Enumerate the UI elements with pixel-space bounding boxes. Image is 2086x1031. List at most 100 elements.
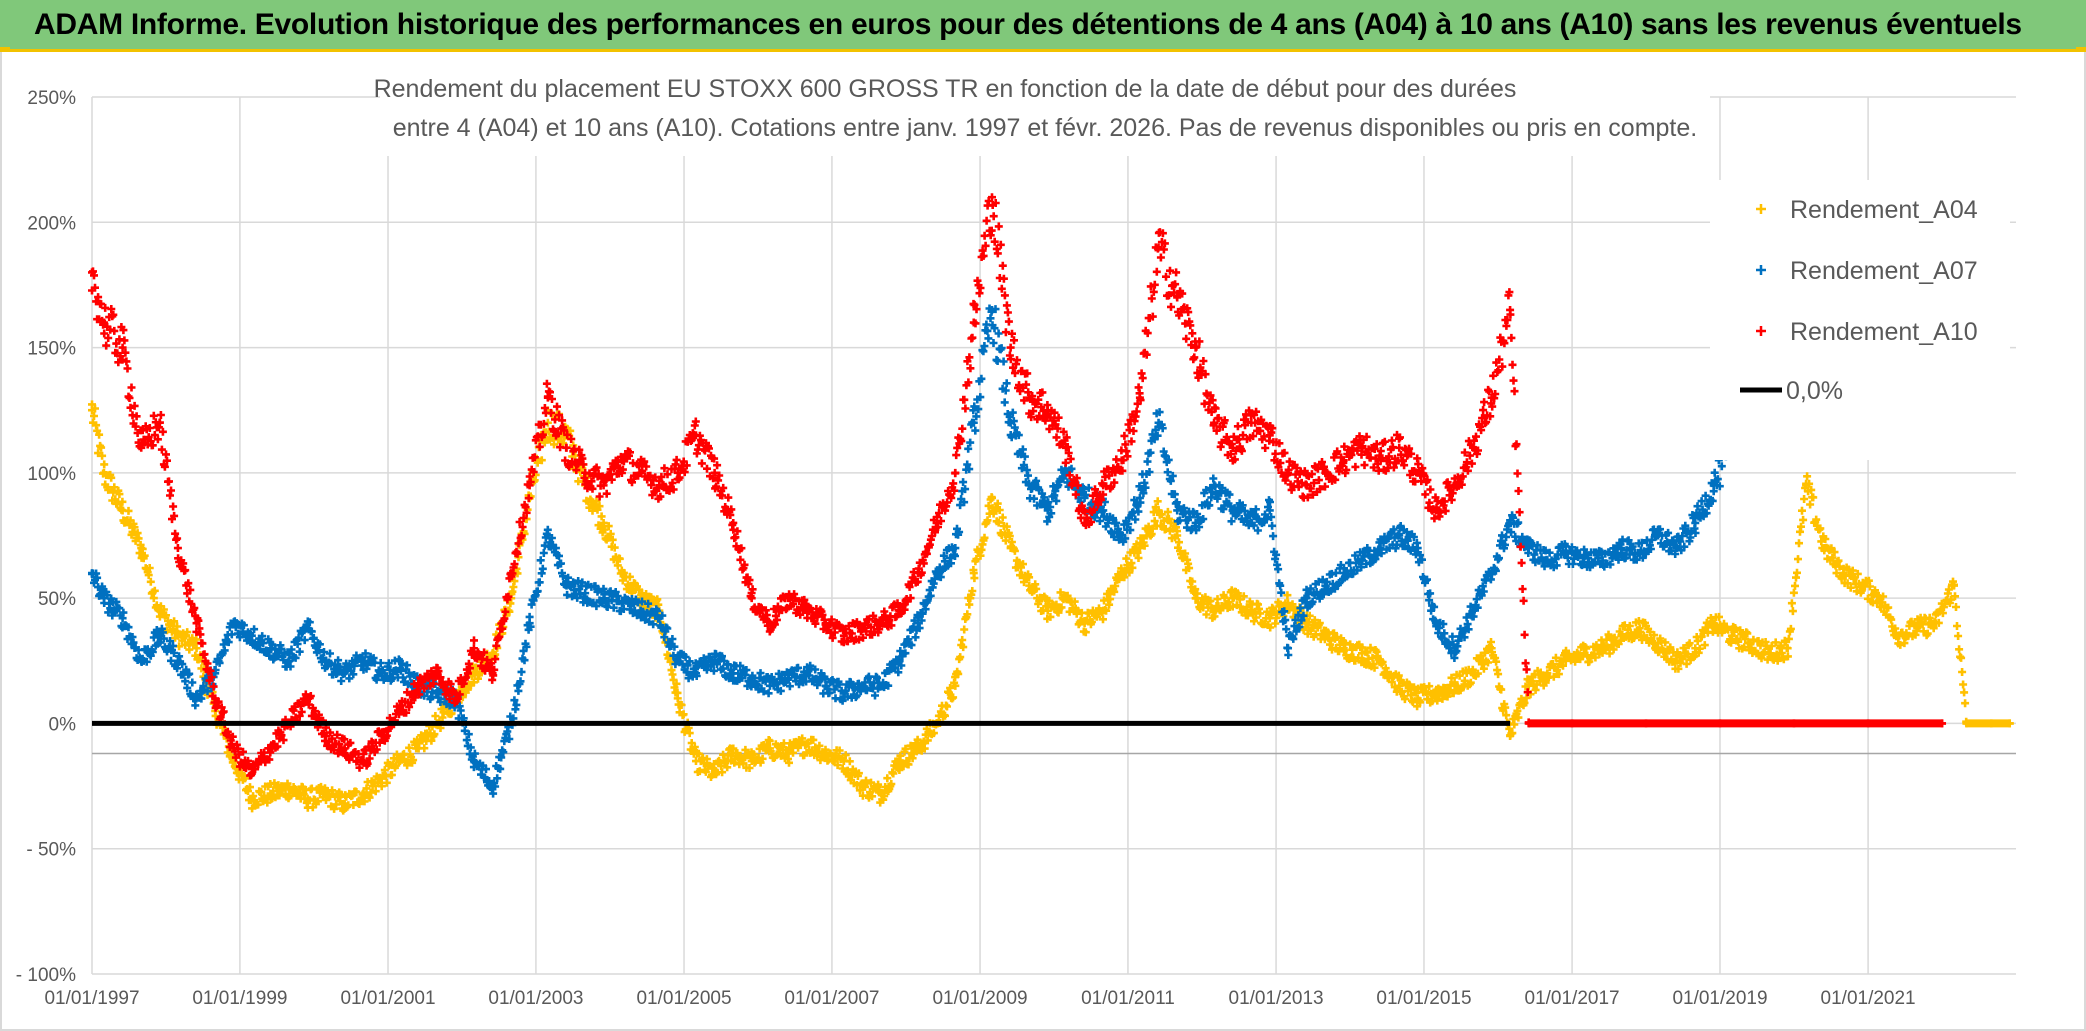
data-point [729, 518, 738, 527]
data-point [1284, 599, 1293, 608]
data-point [395, 664, 404, 673]
data-point [2005, 719, 2014, 728]
data-point [99, 318, 108, 327]
data-point [507, 569, 516, 578]
data-point [285, 784, 294, 793]
data-point [562, 581, 571, 590]
data-point [1099, 606, 1108, 615]
data-point [1413, 468, 1422, 477]
data-point [1099, 506, 1108, 515]
data-point [969, 318, 978, 327]
x-tick-label: 01/01/2013 [1229, 988, 1324, 1009]
data-point [192, 644, 201, 653]
x-tick-label: 01/01/2015 [1376, 988, 1471, 1009]
y-tick-label: - 50% [26, 840, 76, 861]
data-point [247, 769, 256, 778]
y-tick-label: 0% [49, 714, 77, 735]
data-point [877, 619, 886, 628]
data-point [765, 744, 774, 753]
data-point [1413, 694, 1422, 703]
data-point [858, 782, 867, 791]
data-point [1635, 549, 1644, 558]
data-point [1783, 644, 1792, 653]
data-point [1135, 493, 1144, 502]
data-point [137, 443, 146, 452]
data-point [673, 656, 682, 665]
data-point [1080, 493, 1089, 502]
data-point [969, 418, 978, 427]
data-point [469, 757, 478, 766]
data-point [1561, 549, 1570, 558]
data-point [1598, 644, 1607, 653]
data-point [1247, 518, 1256, 527]
data-point [1876, 594, 1885, 603]
data-point [192, 694, 201, 703]
data-point [1931, 619, 1940, 628]
series-Rendement_A04 [88, 400, 2014, 815]
data-point [1431, 619, 1440, 628]
data-point [99, 594, 108, 603]
data-point [618, 456, 627, 465]
data-marker [88, 197, 1946, 780]
data-point [1117, 456, 1126, 465]
data-point [1524, 719, 1533, 728]
data-point [932, 569, 941, 578]
legend-label: Rendement_A04 [1790, 196, 1978, 224]
series-Rendement_A10 [88, 193, 1947, 780]
data-point [359, 757, 368, 766]
data-point [1950, 581, 1958, 590]
data-point [784, 674, 793, 683]
data-point [1284, 644, 1293, 653]
data-point [229, 619, 238, 628]
data-point [1080, 619, 1089, 628]
x-tick-label: 01/01/2009 [932, 988, 1027, 1009]
data-point [303, 694, 312, 703]
data-point [1154, 506, 1163, 515]
data-point [1210, 418, 1219, 427]
data-point [118, 343, 127, 352]
data-point [636, 606, 645, 615]
data-point [1154, 418, 1163, 427]
data-point [988, 493, 997, 502]
data-point [118, 506, 127, 515]
data-point [1506, 305, 1515, 314]
data-point [858, 624, 867, 633]
data-point [1321, 468, 1330, 477]
data-point [1339, 569, 1348, 578]
data-point [1135, 544, 1144, 553]
data-point [895, 757, 904, 766]
data-point [747, 674, 756, 683]
data-point [1025, 581, 1034, 590]
data-point [1210, 606, 1219, 615]
data-point [1543, 669, 1552, 678]
data-point [1247, 606, 1256, 615]
data-point [1173, 293, 1182, 302]
data-point [395, 757, 404, 766]
data-point [1617, 544, 1626, 553]
data-point [1061, 443, 1070, 452]
legend-marker [1756, 265, 1766, 275]
data-point [1506, 518, 1515, 527]
data-point [1357, 443, 1366, 452]
data-point [784, 594, 793, 603]
data-point [1061, 594, 1070, 603]
x-tick-label: 01/01/2017 [1525, 988, 1620, 1009]
data-point [414, 744, 423, 753]
data-point [1487, 644, 1496, 653]
y-tick-label: 200% [27, 213, 76, 234]
data-point [839, 689, 848, 698]
data-point [1691, 518, 1700, 527]
data-point [1376, 656, 1385, 665]
data-point [1913, 624, 1922, 633]
subtitle-box [380, 64, 1710, 156]
data-point [1228, 506, 1237, 515]
data-point [488, 782, 497, 791]
data-point [655, 614, 664, 623]
data-point [1339, 644, 1348, 653]
x-tick-label: 01/01/1999 [192, 988, 287, 1009]
data-point [914, 744, 923, 753]
data-point [1709, 619, 1718, 628]
data-point [1765, 649, 1774, 658]
data-point [1524, 544, 1533, 553]
data-point [765, 619, 774, 628]
